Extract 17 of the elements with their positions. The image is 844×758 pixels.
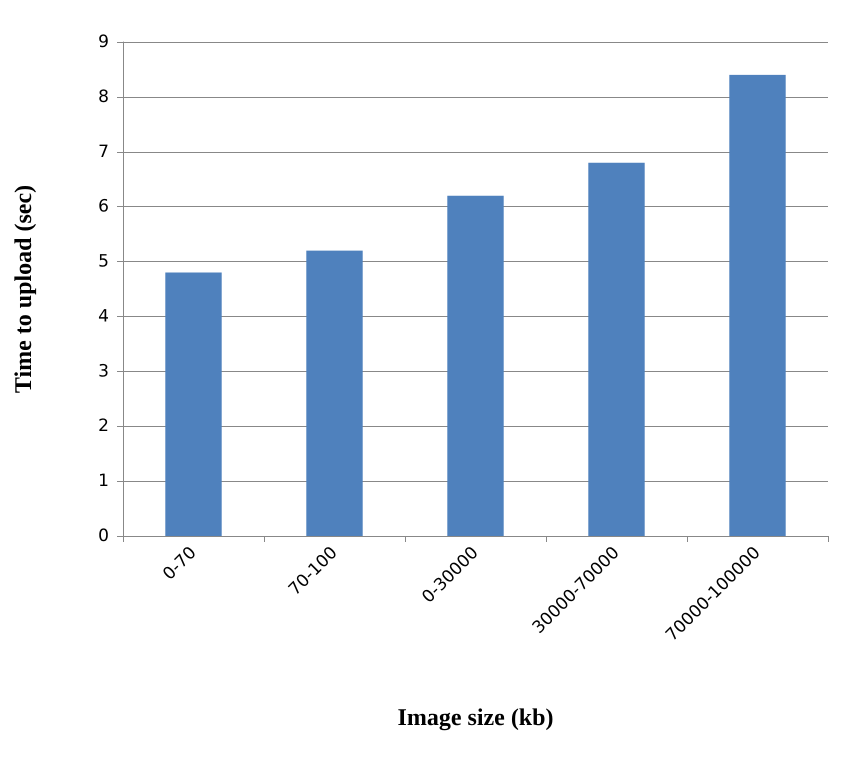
y-tick-label: 0 [98, 526, 109, 546]
bar [165, 272, 222, 536]
bar [588, 162, 645, 536]
x-axis-title: Image size (kb) [398, 705, 554, 731]
y-tick-label: 3 [98, 361, 109, 382]
y-tick-label: 6 [98, 196, 109, 217]
y-tick-label: 8 [98, 86, 109, 107]
y-tick-label: 9 [98, 32, 109, 52]
bar [306, 250, 363, 536]
bar [447, 196, 504, 536]
y-tick-label: 5 [98, 252, 109, 272]
y-tick-label: 7 [98, 142, 109, 162]
y-axis-title: Time to upload (sec) [11, 184, 37, 394]
y-tick-label: 1 [98, 471, 109, 492]
y-tick-label: 4 [98, 306, 109, 326]
bar [729, 74, 786, 536]
y-tick-label: 2 [98, 416, 109, 436]
